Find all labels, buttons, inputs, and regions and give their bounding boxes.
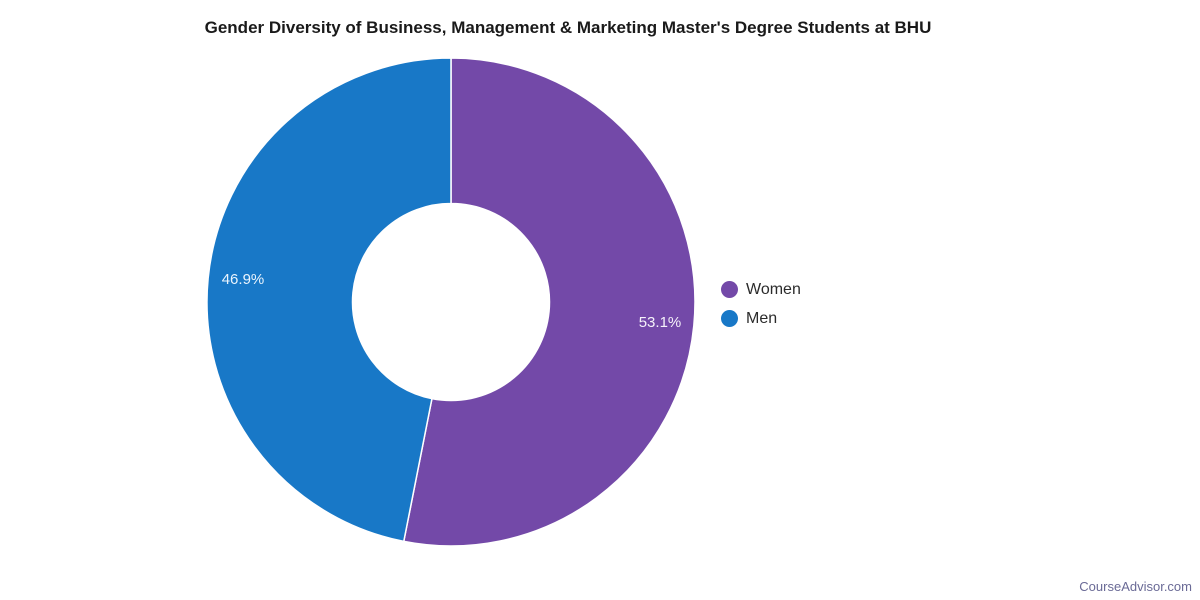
svg-text:46.9%: 46.9% [222, 271, 265, 288]
svg-text:53.1%: 53.1% [639, 314, 682, 331]
